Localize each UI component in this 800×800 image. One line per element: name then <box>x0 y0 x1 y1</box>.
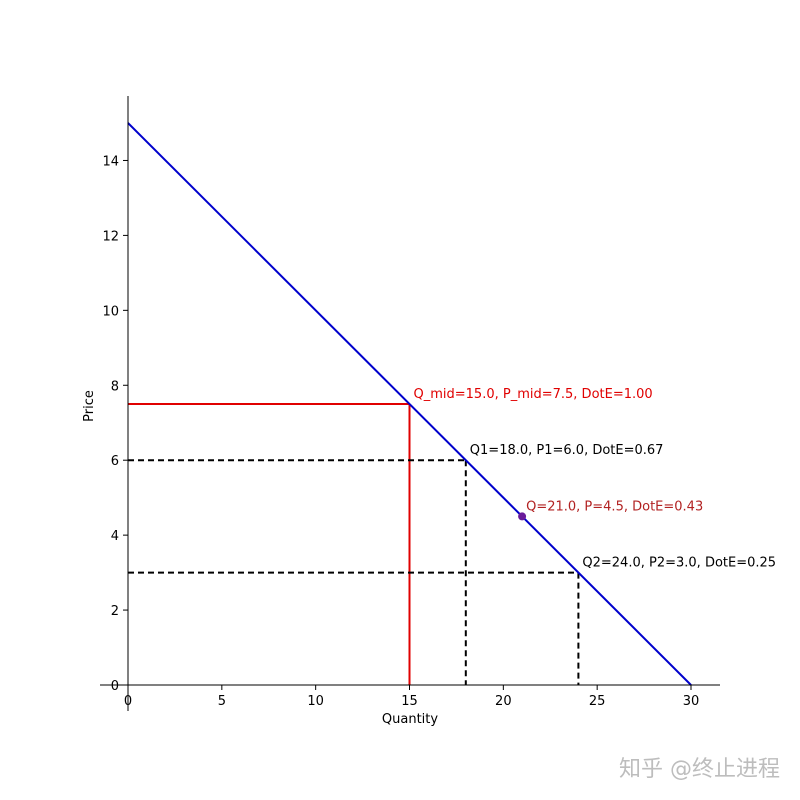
y-tick-label: 4 <box>111 529 119 544</box>
y-tick-label: 6 <box>111 454 119 469</box>
y-tick-label: 12 <box>102 229 119 244</box>
demand-series <box>127 122 692 686</box>
x-tick-label: 5 <box>218 694 226 709</box>
watermark-text: 知乎 @终止进程 <box>619 757 780 782</box>
x-tick-label: 10 <box>307 694 324 709</box>
x-tick-label: 0 <box>124 694 132 709</box>
annotation-3: Q2=24.0, P2=3.0, DotE=0.25 <box>582 556 776 571</box>
highlight-point-0 <box>518 512 527 521</box>
highlight-points <box>518 512 527 521</box>
annotation-1: Q1=18.0, P1=6.0, DotE=0.67 <box>470 443 664 458</box>
demand-line-0 <box>127 122 692 686</box>
y-tick-label: 8 <box>111 379 119 394</box>
x-tick-label: 25 <box>589 694 606 709</box>
x-axis-label: Quantity <box>382 712 438 727</box>
annotation-0: Q_mid=15.0, P_mid=7.5, DotE=1.00 <box>414 387 653 402</box>
ticks: 0 5 10 15 20 25 30 0 2 4 6 8 10 12 14 <box>102 154 699 709</box>
x-tick-label: 30 <box>683 694 700 709</box>
x-tick-label: 15 <box>401 694 418 709</box>
annotations: Q_mid=15.0, P_mid=7.5, DotE=1.00 Q1=18.0,… <box>414 387 777 571</box>
y-tick-label: 10 <box>102 304 119 319</box>
y-tick-label: 2 <box>111 604 119 619</box>
y-tick-label: 0 <box>111 679 119 694</box>
y-axis-label: Price <box>82 390 97 422</box>
annotation-2: Q=21.0, P=4.5, DotE=0.43 <box>526 499 703 514</box>
x-tick-label: 20 <box>495 694 512 709</box>
y-tick-label: 14 <box>102 154 119 169</box>
guide-lines <box>128 403 580 685</box>
